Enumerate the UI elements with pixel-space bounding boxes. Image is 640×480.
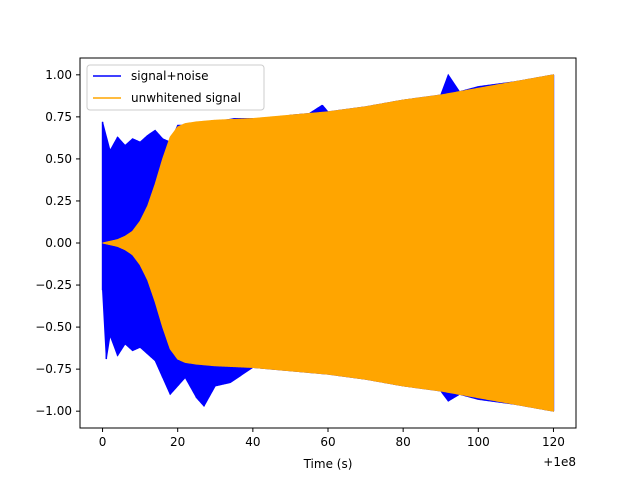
- y-tick-label: 1.00: [45, 68, 72, 82]
- y-tick-label: 0.00: [45, 236, 72, 250]
- x-tick-label: 40: [245, 435, 260, 449]
- x-tick-label: 120: [542, 435, 565, 449]
- x-tick-label: 60: [320, 435, 335, 449]
- y-axis: −1.00 −0.75 −0.50 −0.25 0.00 0.25 0.50 0.75 1.00: [35, 68, 80, 418]
- plot-area: [101, 73, 555, 412]
- y-tick-label: −0.25: [35, 278, 72, 292]
- legend-label-unwhitened-signal: unwhitened signal: [131, 91, 241, 105]
- legend-label-signal-noise: signal+noise: [131, 69, 208, 83]
- x-offset-label: +1e8: [543, 455, 576, 469]
- y-tick-label: 0.25: [45, 194, 72, 208]
- series-band: [102, 74, 554, 412]
- x-tick-label: 80: [396, 435, 411, 449]
- x-axis: 0 20 40 60 80 100 120: [99, 428, 565, 449]
- x-tick-label: 100: [467, 435, 490, 449]
- y-tick-label: −1.00: [35, 404, 72, 418]
- y-tick-label: −0.50: [35, 320, 72, 334]
- y-tick-label: 0.50: [45, 152, 72, 166]
- y-tick-label: 0.75: [45, 110, 72, 124]
- series-unwhitened-signal: [102, 74, 554, 412]
- legend-box: [86, 64, 265, 111]
- x-axis-label: Time (s): [303, 457, 353, 471]
- y-tick-label: −0.75: [35, 362, 72, 376]
- x-tick-label: 0: [99, 435, 107, 449]
- x-tick-label: 20: [170, 435, 185, 449]
- legend: signal+noise unwhitened signal: [86, 64, 265, 111]
